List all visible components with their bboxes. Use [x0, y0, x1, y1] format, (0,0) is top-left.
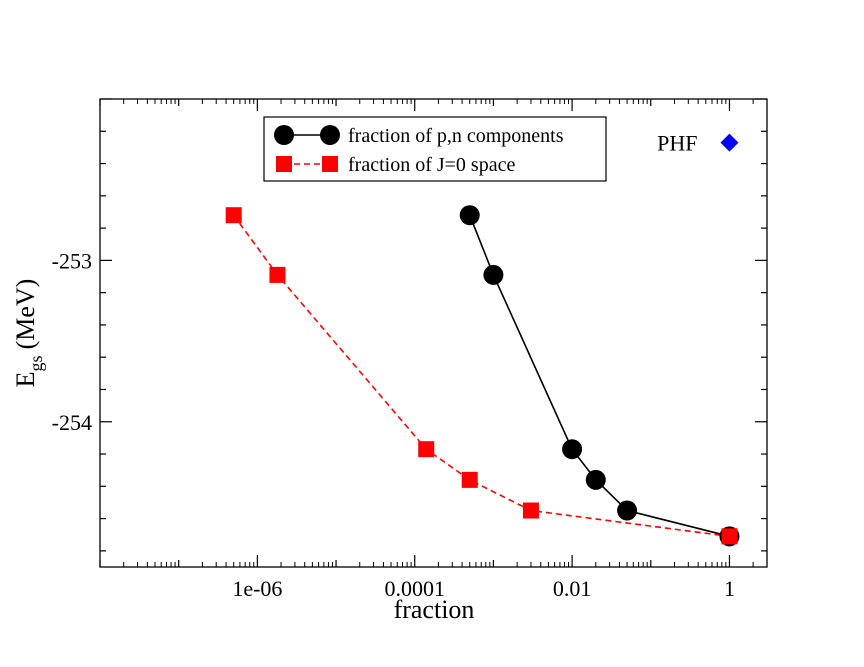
data-point-series-2	[418, 441, 435, 458]
legend-marker-square-right	[322, 156, 338, 172]
phf-marker	[720, 133, 739, 152]
legend-box	[263, 116, 607, 182]
y-axis-title-unit: (MeV)	[11, 279, 40, 350]
series-line-1	[468, 214, 730, 538]
legend-marker-square-left	[276, 156, 292, 172]
y-tick-label: -253	[52, 248, 92, 273]
x-tick-label: 1e-06	[232, 576, 282, 601]
data-point-series-2	[721, 528, 738, 545]
legend-marker-circle-right	[320, 125, 340, 145]
y-axis-title-sub: gs	[26, 355, 46, 371]
phf-label: PHF	[657, 131, 697, 156]
legend: fraction of p,n components fraction of J…	[263, 116, 607, 182]
legend-label-series-2: fraction of J=0 space	[348, 154, 515, 176]
x-tick-label: 0.0001	[384, 576, 445, 601]
data-point-series-2	[269, 266, 286, 283]
x-tick-label: 0.01	[553, 576, 592, 601]
data-point-series-2	[461, 471, 478, 488]
legend-label-series-1: fraction of p,n components	[348, 125, 564, 147]
data-point-series-1	[585, 469, 606, 490]
data-point-series-1	[617, 500, 638, 521]
x-tick-label: 1	[724, 576, 735, 601]
plot-frame	[99, 98, 768, 568]
data-point-series-2	[522, 502, 539, 519]
data-point-series-1	[459, 205, 480, 226]
data-point-series-2	[225, 207, 242, 224]
axis-ticks: 1e-06 0.0001 0.01 1 -253 -254	[52, 98, 768, 601]
data-point-series-1	[562, 439, 583, 460]
series-line-2	[233, 214, 730, 538]
series-layer	[225, 205, 740, 547]
y-axis-title-main: E	[11, 371, 40, 387]
svg-text:Egs(MeV): Egs (MeV)	[11, 279, 46, 388]
y-tick-label: -254	[52, 410, 92, 435]
legend-marker-circle-left	[274, 125, 294, 145]
x-axis-title: fraction	[394, 595, 475, 624]
annotation-layer: PHF	[657, 131, 739, 156]
data-point-series-1	[483, 264, 504, 285]
y-axis-title: Egs (MeV)	[11, 279, 46, 388]
